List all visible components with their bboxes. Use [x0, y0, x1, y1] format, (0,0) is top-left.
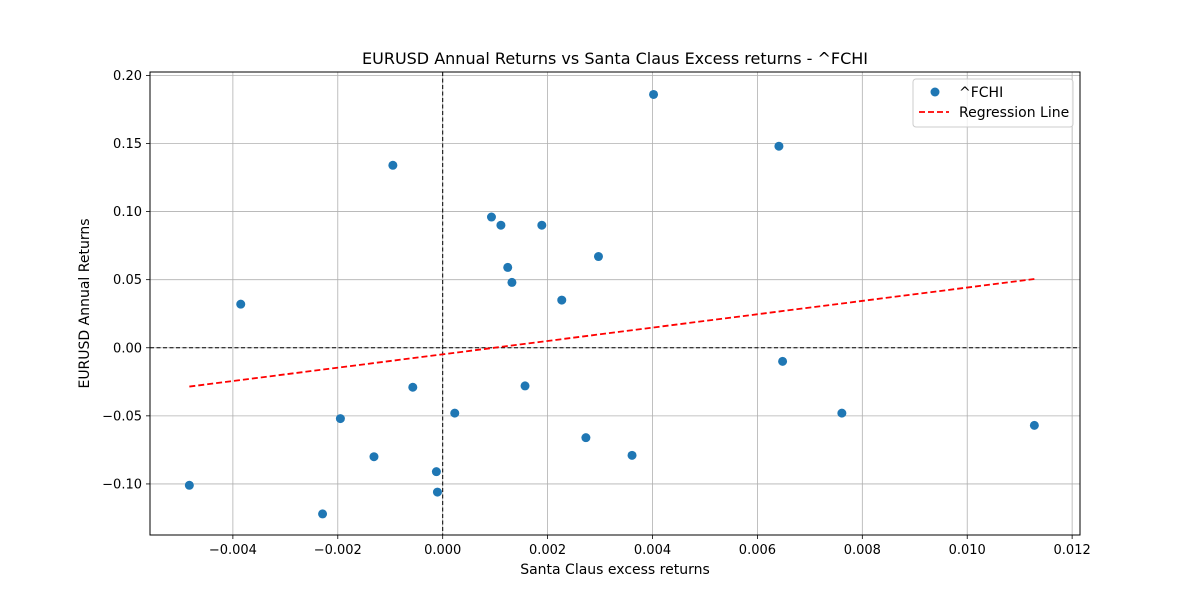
data-layer [184, 89, 1039, 519]
data-point [432, 487, 442, 497]
data-point [520, 381, 530, 391]
y-axis-label: EURUSD Annual Returns [77, 218, 93, 388]
data-point [537, 220, 547, 230]
data-point [496, 220, 506, 230]
y-tick-label: 0.15 [113, 137, 142, 152]
x-tick-label: 0.012 [1054, 543, 1091, 558]
grid [150, 72, 1080, 535]
y-tick-label: 0.10 [113, 205, 142, 220]
x-axis-label: Santa Claus excess returns [520, 562, 710, 578]
data-point [408, 382, 418, 392]
data-point [778, 356, 788, 366]
ticks: −0.004 −0.002 0.000 0.002 0.004 0.006 0.008 0.0… [102, 69, 1091, 558]
x-tick-label: 0.002 [529, 543, 566, 558]
plot-frame [149, 71, 1081, 536]
x-tick-label: 0.010 [949, 543, 986, 558]
data-point [581, 433, 591, 443]
data-point [236, 299, 246, 309]
data-point [837, 408, 847, 418]
legend: ^FCHI Regression Line [912, 78, 1074, 128]
y-tick-label: −0.05 [102, 409, 142, 424]
data-point [503, 262, 513, 272]
data-point [627, 450, 637, 460]
legend-box [912, 78, 1074, 128]
x-tick-label: 0.004 [634, 543, 671, 558]
data-point [486, 212, 496, 222]
data-point [593, 252, 603, 262]
data-point [557, 295, 567, 305]
x-tick-label: −0.002 [314, 543, 362, 558]
regression-line [189, 278, 1035, 388]
data-point [450, 408, 460, 418]
data-point [507, 277, 517, 287]
y-tick-label: 0.20 [113, 69, 142, 84]
x-tick-label: 0.000 [424, 543, 461, 558]
data-point [1029, 420, 1039, 430]
chart-title: EURUSD Annual Returns vs Santa Claus Exc… [362, 49, 868, 68]
data-point [318, 509, 328, 519]
y-tick-label: 0.05 [113, 273, 142, 288]
data-point [649, 89, 659, 99]
x-tick-label: 0.006 [739, 543, 776, 558]
x-tick-label: 0.008 [844, 543, 881, 558]
data-point [388, 160, 398, 170]
data-point [335, 414, 345, 424]
reference-lines [150, 72, 1080, 535]
legend-label-regression: Regression Line [959, 105, 1069, 121]
legend-scatter-marker [930, 87, 940, 97]
data-point [431, 467, 441, 477]
data-point [184, 480, 194, 490]
x-tick-label: −0.004 [209, 543, 257, 558]
data-point [369, 452, 379, 462]
legend-label-scatter: ^FCHI [959, 85, 1003, 101]
y-tick-label: 0.00 [113, 341, 142, 356]
data-point [774, 141, 784, 151]
y-tick-label: −0.10 [102, 477, 142, 492]
